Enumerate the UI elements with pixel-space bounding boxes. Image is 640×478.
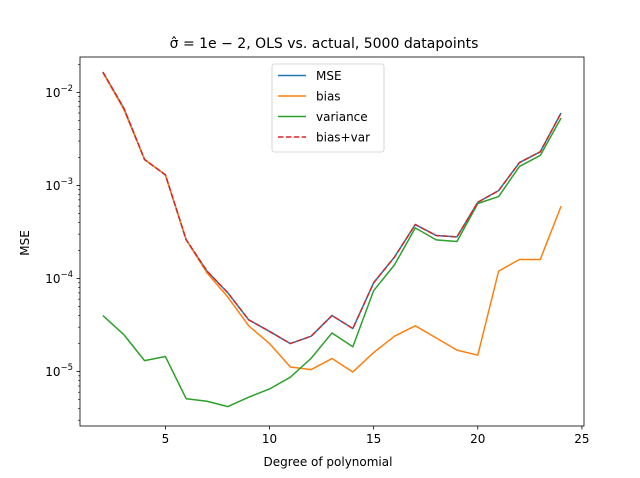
x-axis-label: Degree of polynomial xyxy=(264,455,393,469)
series-group xyxy=(102,71,562,408)
series-line-variance xyxy=(102,117,562,408)
legend-label: MSE xyxy=(316,69,342,83)
legend-label: bias+var xyxy=(316,131,370,145)
y-tick-label: 10−3 xyxy=(45,177,73,193)
series-line-bias-var xyxy=(102,71,562,345)
x-tick-label: 5 xyxy=(162,432,170,446)
legend: MSE bias variance bias+var xyxy=(271,63,385,153)
y-axis-label: MSE xyxy=(18,230,32,256)
y-tick-label: 10−2 xyxy=(45,84,73,100)
axes-group: 10−5 10−4 10−3 10−2 5 10 15 20 25 xyxy=(45,56,590,446)
x-tick-label: 25 xyxy=(574,432,589,446)
chart-title: σ̂ = 1e − 2, OLS vs. actual, 5000 datapo… xyxy=(170,36,479,52)
y-tick-label: 10−5 xyxy=(45,363,73,379)
x-tick-label: 15 xyxy=(366,432,381,446)
legend-label: bias xyxy=(316,90,341,104)
legend-box xyxy=(271,63,385,153)
axes-frame xyxy=(79,56,585,427)
legend-label: variance xyxy=(316,110,368,124)
x-tick-label: 20 xyxy=(470,432,485,446)
y-tick-label: 10−4 xyxy=(45,270,73,286)
x-tick-label: 10 xyxy=(262,432,277,446)
